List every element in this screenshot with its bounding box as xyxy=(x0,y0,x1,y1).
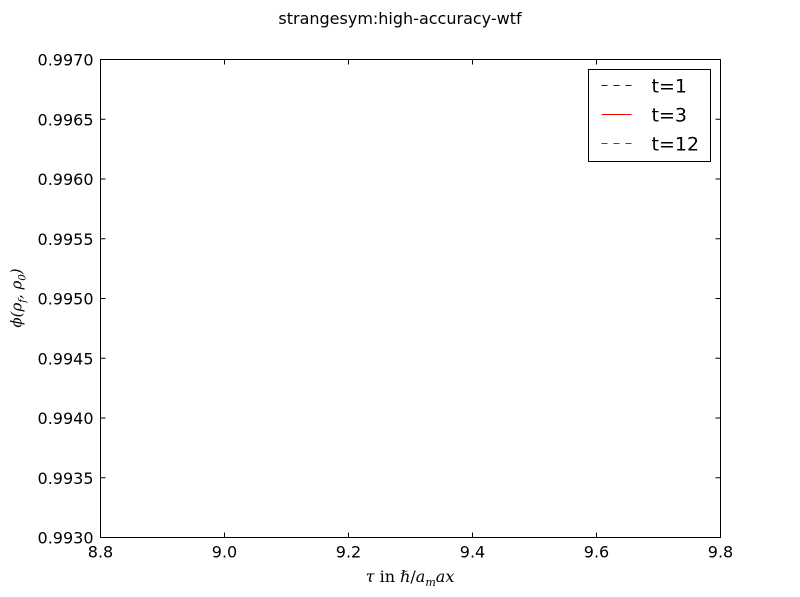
legend-label-3: t=12 xyxy=(652,134,700,156)
legend: t=1 t=3 t=12 xyxy=(588,69,711,162)
y-tick-label: 0.9965 xyxy=(38,110,94,129)
x-tick-label: 9.0 xyxy=(212,543,237,562)
y-axis-label: ϕ(ρf, ρ0) xyxy=(7,268,29,328)
y-tick-label: 0.9955 xyxy=(38,230,94,249)
y-tick-label: 0.9940 xyxy=(38,409,94,428)
legend-box xyxy=(588,69,711,162)
y-tick-label: 0.9930 xyxy=(38,529,94,548)
x-axis-label: τ in ℏ/amax xyxy=(365,567,455,590)
y-tick-label: 0.9945 xyxy=(38,349,94,368)
x-tick-label: 9.2 xyxy=(336,543,361,562)
x-tick-label: 9.8 xyxy=(708,543,733,562)
x-axis: 8.8 9.0 9.2 9.4 9.6 9.8 xyxy=(88,59,733,562)
legend-label-2: t=3 xyxy=(652,105,687,127)
y-tick-label: 0.9950 xyxy=(38,290,94,309)
chart-title: strangesym:high-accuracy-wtf xyxy=(278,9,522,28)
x-tick-label: 9.6 xyxy=(584,543,609,562)
x-tick-label: 8.8 xyxy=(88,543,113,562)
legend-label-1: t=1 xyxy=(652,76,687,98)
y-tick-label: 0.9970 xyxy=(38,51,94,70)
y-tick-label: 0.9935 xyxy=(38,469,94,488)
y-axis: 0.9930 0.9935 0.9940 0.9945 0.9950 0.9955 0.99… xyxy=(38,51,721,548)
y-tick-label: 0.9960 xyxy=(38,170,94,189)
x-tick-label: 9.4 xyxy=(460,543,485,562)
